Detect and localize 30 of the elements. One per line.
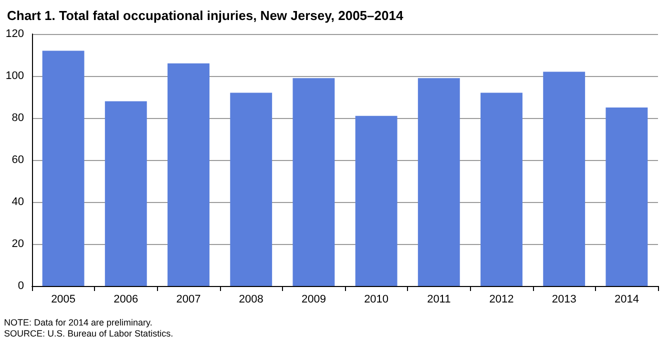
x-tick-label: 2012 (489, 294, 514, 306)
x-tick-label: 2008 (238, 294, 264, 306)
y-tick-label: 100 (6, 70, 24, 82)
bar (42, 50, 84, 286)
text: NOTE: Data for 2014 are preliminary. (4, 318, 152, 328)
x-tick-label: 2014 (614, 294, 639, 306)
bar (418, 78, 460, 286)
y-tick-label: 40 (12, 196, 24, 208)
x-tick-label: 2010 (364, 294, 389, 306)
y-tick-label: 80 (12, 112, 24, 124)
bar (480, 92, 522, 286)
bar (292, 78, 335, 286)
bar (168, 63, 210, 286)
y-tick-label: 20 (12, 238, 24, 250)
chart-title: Chart 1. Total fatal occupational injuries, New Jersey, 2005–2014 (7, 8, 404, 23)
y-tick-label: 60 (12, 154, 24, 166)
x-tick-label: 2007 (176, 294, 201, 306)
x-tick-label: 2009 (301, 294, 326, 306)
bar (606, 108, 648, 286)
x-tick-label: 2005 (51, 294, 76, 306)
x-tick-label: 2006 (114, 294, 138, 306)
y-tick-label: 0 (18, 280, 24, 292)
y-tick-label: 120 (6, 28, 24, 40)
x-tick-label: 2013 (552, 294, 576, 306)
bar (543, 72, 586, 286)
bar (355, 116, 398, 286)
bar (104, 101, 147, 286)
bar (230, 92, 272, 286)
x-tick-label: 2011 (427, 294, 451, 306)
source-note: SOURCE: U.S. Bureau of Labor Statistics. (4, 328, 174, 338)
